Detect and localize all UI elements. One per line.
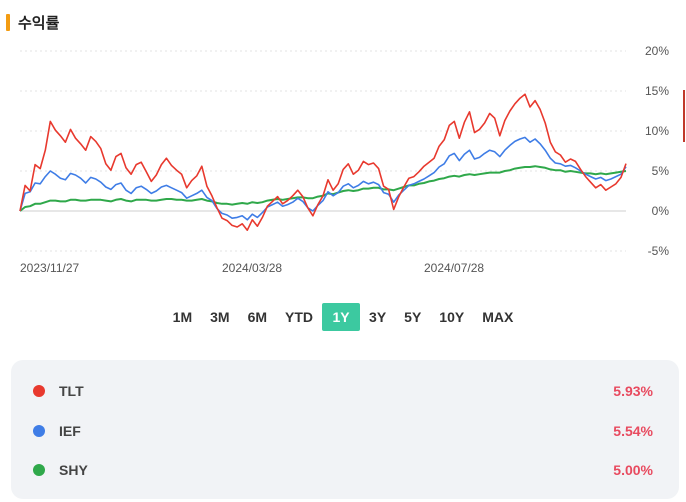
range-tab-1m[interactable]: 1M <box>172 309 193 325</box>
y-tick-label: 5% <box>652 164 670 178</box>
legend-series-name: SHY <box>59 462 88 478</box>
range-tab-10y[interactable]: 10Y <box>439 309 465 325</box>
range-tab-6m[interactable]: 6M <box>247 309 268 325</box>
range-tab-5y[interactable]: 5Y <box>404 309 422 325</box>
side-scroll-indicator <box>683 90 685 142</box>
x-tick-label: 2024/07/28 <box>424 261 484 275</box>
legend-panel: TLT 5.93% IEF 5.54% SHY 5.00% <box>11 360 679 499</box>
section-title: 수익률 <box>18 14 60 32</box>
returns-line-chart: 20% 15% 10% 5% 0% -5% 2023/11/27 2024/03/28 2024… <box>19 44 670 275</box>
legend-color-dot <box>33 385 45 397</box>
legend-row-shy: SHY 5.00% <box>11 458 679 482</box>
y-tick-label: 15% <box>645 84 669 98</box>
range-tab-3m[interactable]: 3M <box>210 309 230 325</box>
legend-row-ief: IEF 5.54% <box>11 419 679 443</box>
y-tick-label: 10% <box>645 124 669 138</box>
series-line-ief <box>19 136 627 221</box>
range-tab-1y[interactable]: 1Y <box>322 303 361 331</box>
legend-row-tlt: TLT 5.93% <box>11 379 679 403</box>
range-tab-ytd[interactable]: YTD <box>285 309 314 325</box>
legend-series-name: IEF <box>59 423 81 439</box>
legend-color-dot <box>33 425 45 437</box>
range-tab-bar: 1M 3M 6M YTD 1Y 3Y 5Y 10Y MAX <box>0 303 686 331</box>
legend-return-value: 5.93% <box>613 383 653 399</box>
y-tick-label: 20% <box>645 44 669 58</box>
range-tab-3y[interactable]: 3Y <box>369 309 387 325</box>
legend-return-value: 5.54% <box>613 423 653 439</box>
x-tick-label: 2023/11/27 <box>20 261 79 275</box>
legend-color-dot <box>33 464 45 476</box>
range-tab-max[interactable]: MAX <box>482 309 514 325</box>
y-tick-label: 0% <box>652 204 670 218</box>
section-header: 수익률 <box>6 12 59 32</box>
title-accent-bar <box>6 13 10 31</box>
x-tick-label: 2024/03/28 <box>222 261 282 275</box>
legend-return-value: 5.00% <box>613 462 653 478</box>
y-tick-label: -5% <box>648 244 670 258</box>
series-line-tlt <box>19 93 627 231</box>
legend-series-name: TLT <box>59 383 84 399</box>
